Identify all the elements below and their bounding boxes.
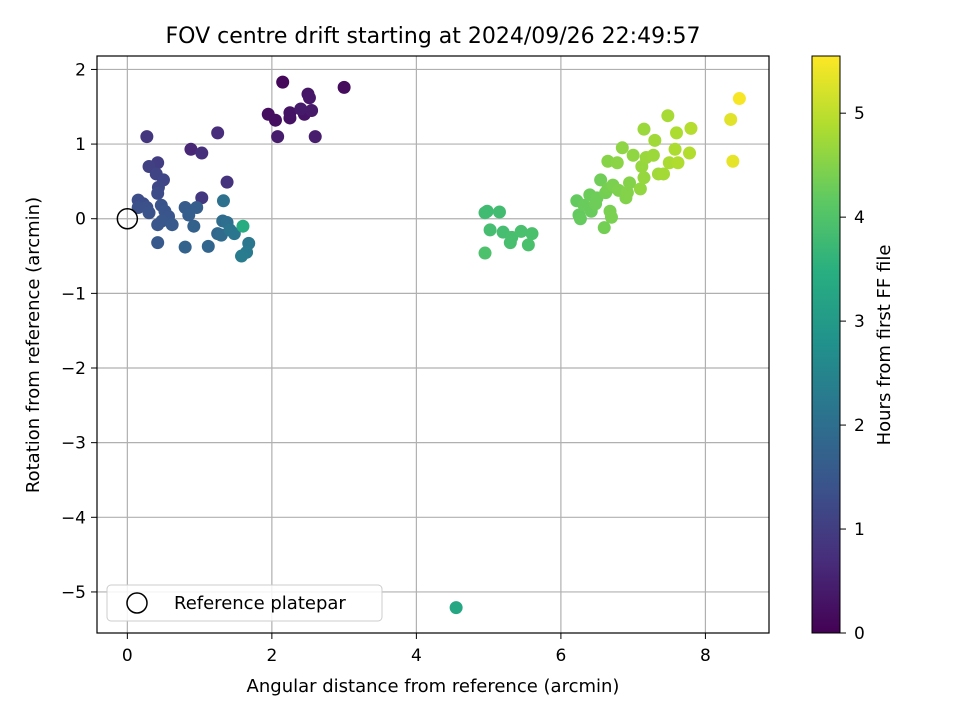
data-point <box>235 249 249 263</box>
data-point <box>236 219 250 233</box>
data-point <box>604 210 618 224</box>
x-axis-ticks: 0 2 4 6 8 <box>122 633 711 666</box>
data-point <box>227 227 241 241</box>
y-tick-label: −1 <box>61 284 86 304</box>
data-point <box>216 194 230 208</box>
data-point <box>521 238 535 252</box>
data-point <box>732 92 746 106</box>
y-axis-ticks: −5 −4 −3 −2 −1 0 1 2 <box>61 60 97 603</box>
data-point <box>195 146 209 160</box>
data-point <box>670 126 684 140</box>
legend: Reference platepar <box>106 584 383 622</box>
data-point <box>308 130 322 144</box>
data-point <box>573 212 587 226</box>
data-point <box>305 103 319 117</box>
data-point <box>637 171 651 185</box>
data-point <box>597 221 611 235</box>
data-point <box>478 246 492 260</box>
data-point <box>178 240 192 254</box>
colorbar-label: Hours from first FF file <box>874 245 895 446</box>
colorbar-tick-label: 5 <box>854 104 865 124</box>
legend-label: Reference platepar <box>174 593 346 614</box>
colorbar-tick-label: 0 <box>854 624 865 644</box>
data-point <box>610 156 624 170</box>
y-tick-label: −5 <box>61 583 86 603</box>
data-point <box>514 224 528 238</box>
y-tick-label: −3 <box>61 434 86 454</box>
data-point <box>684 121 698 135</box>
legend-marker-icon <box>126 592 148 614</box>
data-point <box>276 75 290 89</box>
y-tick-label: 2 <box>75 60 86 80</box>
plot-area-frame <box>96 55 770 634</box>
data-point <box>220 175 234 189</box>
colorbar-tick-label: 4 <box>854 208 865 228</box>
data-point <box>187 219 201 233</box>
data-point <box>668 142 682 156</box>
data-point <box>142 206 156 220</box>
x-axis-label: Angular distance from reference (arcmin) <box>247 676 620 697</box>
data-point <box>211 126 225 140</box>
data-point <box>182 208 196 222</box>
grid-lines <box>97 56 769 633</box>
x-tick-label: 2 <box>266 646 277 666</box>
data-point <box>626 148 640 162</box>
data-point <box>195 191 209 205</box>
data-point <box>620 186 634 200</box>
data-point <box>268 113 282 127</box>
data-point <box>151 186 165 200</box>
data-point <box>151 218 165 232</box>
data-point <box>184 142 198 156</box>
y-tick-label: −4 <box>61 508 86 528</box>
data-point <box>165 218 179 232</box>
data-point <box>140 130 154 144</box>
x-tick-label: 4 <box>411 646 422 666</box>
y-tick-label: 0 <box>75 210 86 230</box>
data-point <box>637 122 651 136</box>
data-point <box>661 109 675 123</box>
data-point <box>633 182 647 196</box>
y-tick-label: −2 <box>61 359 86 379</box>
chart-title: FOV centre drift starting at 2024/09/26 … <box>166 24 701 49</box>
data-point <box>726 154 740 168</box>
data-points <box>116 75 746 615</box>
data-point <box>201 239 215 253</box>
colorbar-tick-label: 3 <box>854 312 865 332</box>
colorbar-tick-label: 1 <box>854 520 865 540</box>
data-point <box>337 80 351 94</box>
colorbar-tick-label: 2 <box>854 416 865 436</box>
data-point <box>480 204 494 218</box>
data-point <box>151 236 165 250</box>
data-point <box>492 205 506 219</box>
reference-platepar-marker <box>116 207 139 230</box>
data-point <box>525 227 539 241</box>
x-tick-label: 0 <box>122 646 133 666</box>
y-axis-label: Rotation from reference (arcmin) <box>23 197 44 493</box>
x-tick-label: 6 <box>555 646 566 666</box>
data-point <box>646 148 660 162</box>
data-point <box>657 167 671 181</box>
data-point <box>648 133 662 147</box>
x-tick-label: 8 <box>700 646 711 666</box>
data-point <box>271 130 285 144</box>
data-point <box>294 102 308 116</box>
data-point <box>594 173 608 187</box>
colorbar-gradient <box>811 55 841 634</box>
data-point <box>449 601 463 615</box>
legend-box <box>106 584 383 622</box>
data-point <box>671 156 685 170</box>
colorbar-ticks: 0 1 2 3 4 5 <box>840 104 865 644</box>
data-point <box>483 223 497 237</box>
data-point <box>615 141 629 155</box>
colorbar: 0 1 2 3 4 5 Hours from first FF file <box>811 55 895 644</box>
data-point <box>683 146 697 160</box>
data-point <box>503 236 517 250</box>
data-point <box>302 91 316 105</box>
data-point <box>724 112 738 126</box>
data-point <box>283 106 297 120</box>
y-tick-label: 1 <box>75 135 86 155</box>
data-point <box>623 176 637 190</box>
